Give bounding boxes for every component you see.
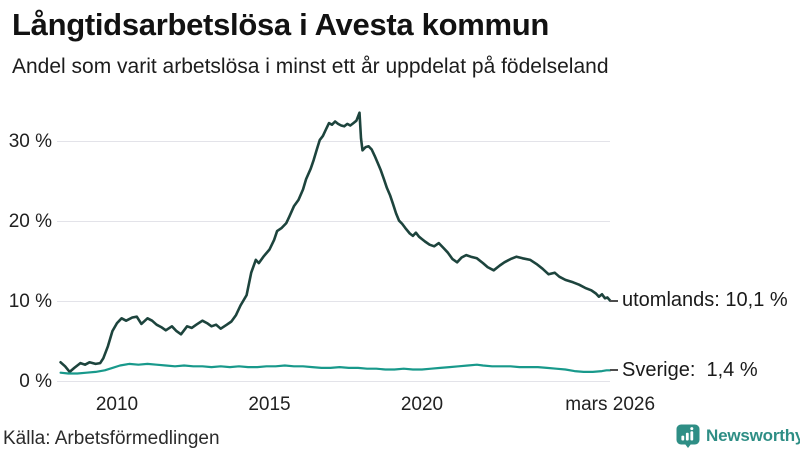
gridlines [57, 141, 610, 382]
page-title: Långtidsarbetslösa i Avesta kommun [12, 7, 550, 42]
series-end-label-text: Sverige: 1,4 % [622, 358, 758, 381]
y-axis-tick: 10 % [8, 290, 52, 312]
y-axis-tick: 30 % [8, 130, 52, 152]
label-tick [610, 299, 618, 302]
line-sverige [59, 362, 612, 375]
series-end-label-utomlands: utomlands: 10,1 % [610, 289, 788, 313]
page-subtitle: Andel som varit arbetslösa i minst ett å… [12, 55, 609, 78]
newsworthy-wordmark: Newsworthy [706, 426, 800, 445]
bar-chart-speech-bubble-icon [676, 424, 700, 448]
series-end-label-sverige: Sverige: 1,4 % [610, 358, 758, 382]
x-axis-tick: 2015 [248, 394, 291, 415]
label-tick [610, 369, 618, 372]
y-axis-tick: 20 % [8, 210, 52, 232]
source-caption: Källa: Arbetsförmedlingen [3, 428, 220, 449]
x-axis-tick: mars 2026 [565, 394, 656, 415]
y-axis-tick: 0 % [19, 370, 52, 392]
newsworthy-logo[interactable]: Newsworthy [676, 423, 800, 448]
x-axis-tick: 2010 [95, 394, 139, 415]
line-utomlands [59, 111, 612, 374]
x-axis-tick: 2020 [400, 394, 444, 415]
series-end-label-text: utomlands: 10,1 % [622, 289, 788, 312]
